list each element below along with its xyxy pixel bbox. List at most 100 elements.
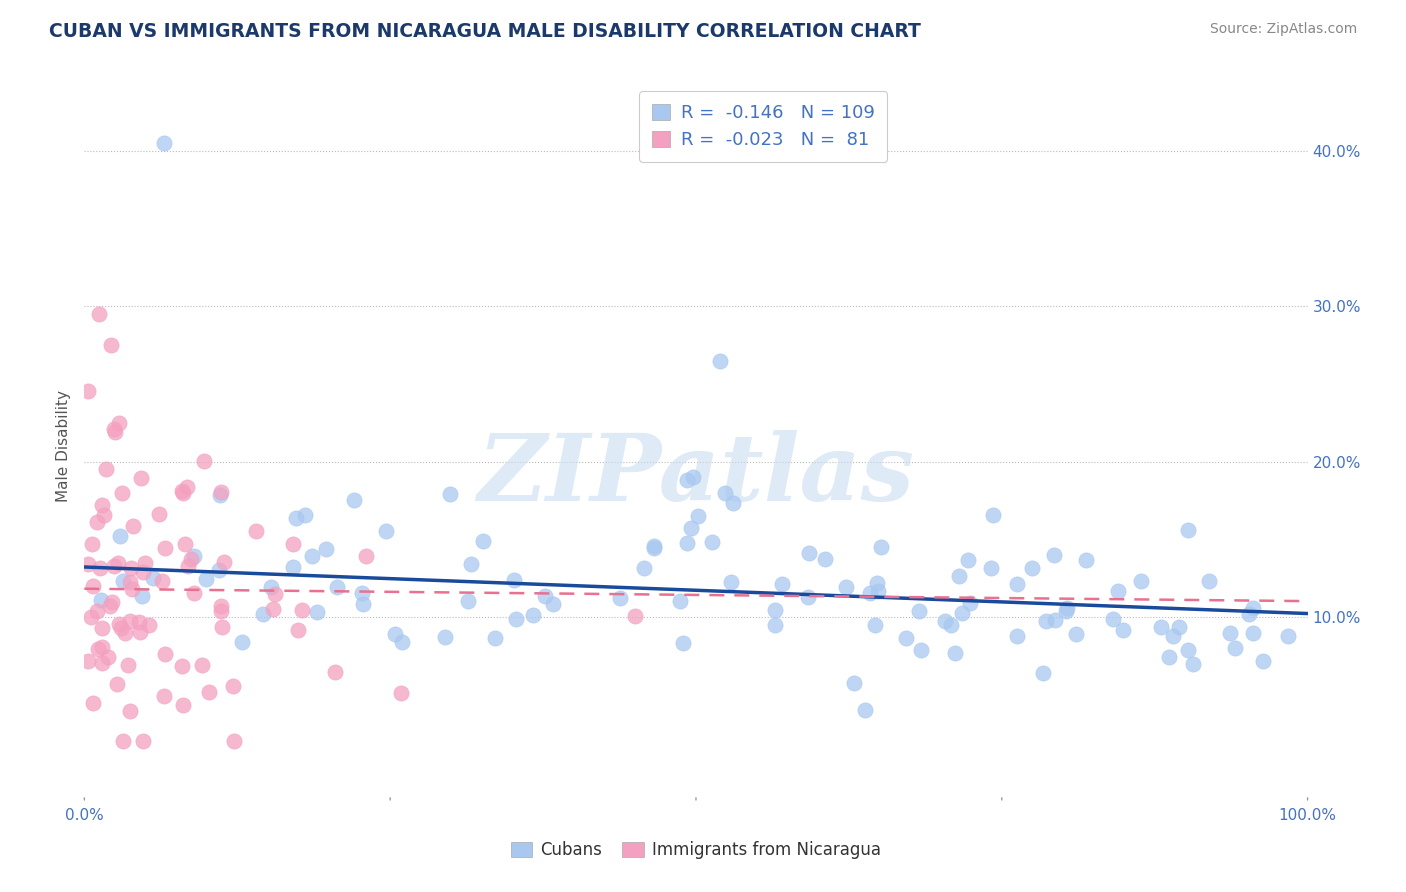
Point bbox=[844, 675, 866, 690]
Point bbox=[191, 658, 214, 673]
Point bbox=[209, 604, 232, 618]
Point bbox=[374, 524, 396, 538]
Point bbox=[138, 618, 160, 632]
Point bbox=[534, 589, 557, 603]
Point bbox=[132, 733, 155, 747]
Point bbox=[934, 615, 956, 629]
Point bbox=[325, 665, 347, 679]
Point bbox=[107, 556, 129, 570]
Point bbox=[174, 537, 197, 551]
Point bbox=[721, 496, 744, 510]
Point bbox=[1277, 629, 1299, 643]
Point bbox=[672, 635, 695, 649]
Point bbox=[980, 560, 1002, 574]
Point bbox=[669, 593, 692, 607]
Point bbox=[863, 618, 886, 632]
Point bbox=[170, 659, 193, 673]
Point bbox=[835, 580, 858, 594]
Point bbox=[91, 640, 114, 655]
Point bbox=[1111, 624, 1133, 638]
Point bbox=[353, 597, 375, 611]
Point bbox=[1021, 561, 1043, 575]
Point bbox=[541, 597, 564, 611]
Point bbox=[676, 474, 699, 488]
Point bbox=[952, 606, 974, 620]
Point bbox=[1182, 657, 1205, 671]
Point bbox=[77, 654, 100, 668]
Point bbox=[294, 508, 316, 523]
Point bbox=[1198, 574, 1220, 589]
Point bbox=[633, 560, 655, 574]
Point bbox=[1218, 625, 1240, 640]
Point bbox=[117, 658, 139, 673]
Point bbox=[177, 559, 200, 574]
Point bbox=[90, 593, 112, 607]
Point bbox=[222, 680, 245, 694]
Point bbox=[150, 574, 173, 588]
Point bbox=[105, 677, 128, 691]
Point bbox=[343, 492, 366, 507]
Text: CUBAN VS IMMIGRANTS FROM NICARAGUA MALE DISABILITY CORRELATION CHART: CUBAN VS IMMIGRANTS FROM NICARAGUA MALE … bbox=[49, 22, 921, 41]
Point bbox=[439, 487, 461, 501]
Point bbox=[624, 609, 647, 624]
Point bbox=[643, 539, 665, 553]
Point bbox=[111, 574, 134, 589]
Point bbox=[183, 549, 205, 564]
Point bbox=[1032, 666, 1054, 681]
Point bbox=[503, 573, 526, 587]
Point bbox=[460, 558, 482, 572]
Point bbox=[609, 591, 631, 605]
Point bbox=[183, 585, 205, 599]
Point bbox=[87, 642, 110, 657]
Point bbox=[1005, 629, 1028, 643]
Point bbox=[643, 541, 665, 555]
Point bbox=[1076, 553, 1098, 567]
Point bbox=[853, 703, 876, 717]
Point bbox=[77, 384, 100, 398]
Point bbox=[91, 498, 114, 512]
Point bbox=[384, 627, 406, 641]
Point bbox=[120, 560, 142, 574]
Point bbox=[700, 535, 723, 549]
Y-axis label: Male Disability: Male Disability bbox=[56, 390, 72, 502]
Point bbox=[231, 635, 253, 649]
Point bbox=[981, 508, 1004, 523]
Point bbox=[180, 551, 202, 566]
Point bbox=[1177, 642, 1199, 657]
Point bbox=[948, 569, 970, 583]
Point bbox=[1054, 604, 1077, 618]
Point bbox=[107, 416, 129, 430]
Point bbox=[389, 685, 412, 699]
Point bbox=[172, 486, 194, 500]
Legend: Cubans, Immigrants from Nicaragua: Cubans, Immigrants from Nicaragua bbox=[503, 835, 889, 866]
Point bbox=[720, 575, 742, 590]
Point bbox=[120, 575, 142, 590]
Point bbox=[522, 608, 544, 623]
Point bbox=[291, 603, 314, 617]
Point bbox=[1107, 584, 1129, 599]
Point bbox=[1241, 601, 1264, 615]
Point bbox=[98, 599, 121, 613]
Point bbox=[326, 580, 349, 594]
Point bbox=[209, 599, 232, 613]
Point bbox=[198, 685, 221, 699]
Point bbox=[107, 616, 129, 631]
Point bbox=[1168, 620, 1191, 634]
Point bbox=[352, 586, 374, 600]
Point bbox=[118, 615, 141, 629]
Point bbox=[1035, 614, 1057, 628]
Point bbox=[128, 615, 150, 629]
Point bbox=[281, 560, 304, 574]
Point bbox=[89, 561, 111, 575]
Point bbox=[108, 529, 131, 543]
Point bbox=[86, 604, 108, 618]
Point bbox=[910, 643, 932, 657]
Point bbox=[96, 462, 118, 476]
Point bbox=[86, 515, 108, 529]
Point bbox=[153, 541, 176, 555]
Point bbox=[121, 582, 143, 596]
Point bbox=[77, 557, 100, 571]
Point bbox=[118, 704, 141, 718]
Point bbox=[301, 549, 323, 564]
Point bbox=[252, 607, 274, 622]
